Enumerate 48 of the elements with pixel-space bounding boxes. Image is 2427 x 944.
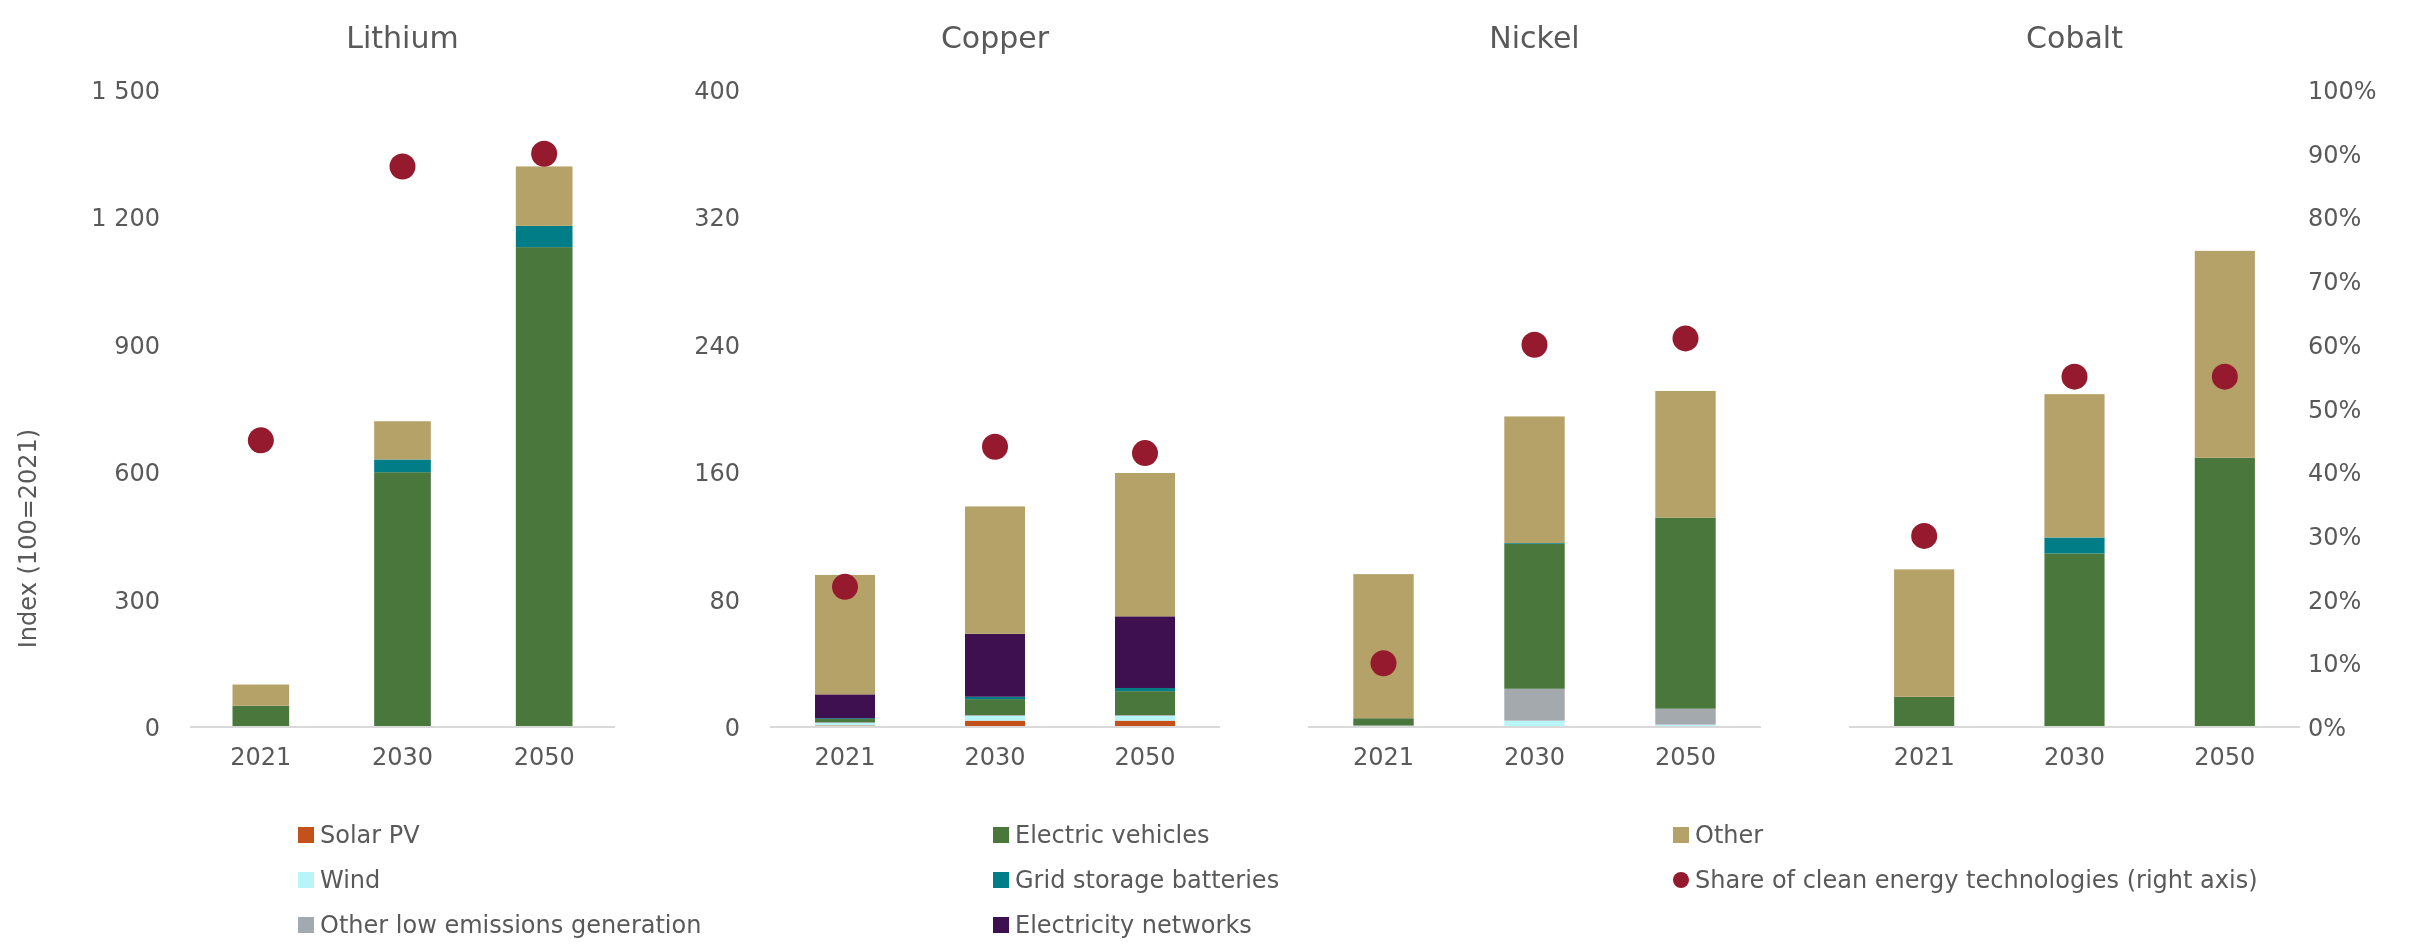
x-tick-label: 2050 — [513, 743, 575, 771]
chart-title: Nickel — [1489, 20, 1580, 55]
y-tick-label: 1 500 — [91, 77, 160, 105]
chart-title: Copper — [940, 20, 1050, 55]
y-axis-title: Index (100=2021) — [14, 428, 42, 649]
y-tick-label: 240 — [694, 331, 740, 360]
y2-tick-label: 10% — [2308, 650, 2362, 679]
y2-tick-label: 100% — [2308, 77, 2377, 105]
y-tick-label: 320 — [694, 204, 740, 233]
y2-tick-label: 0% — [2308, 714, 2347, 742]
x-tick-label: 2021 — [1352, 743, 1415, 771]
y-tick-label: 0 — [144, 714, 160, 742]
x-tick-label: 2021 — [814, 743, 876, 771]
y2-tick-label: 30% — [2308, 522, 2362, 551]
x-tick-label: 2021 — [1893, 743, 1955, 771]
legend-label: Electricity networks — [1015, 911, 1252, 939]
y-tick-label: 0 — [724, 714, 740, 742]
x-tick-label: 2030 — [964, 743, 1026, 771]
legend-label: Solar PV — [320, 821, 421, 849]
y2-tick-label: 50% — [2308, 395, 2362, 424]
x-tick-label: 2030 — [371, 743, 434, 771]
y-tick-label: 80 — [709, 586, 740, 615]
y2-tick-label: 80% — [2308, 204, 2362, 233]
y-tick-label: 900 — [114, 331, 160, 360]
y-tick-label: 160 — [694, 459, 740, 488]
y2-tick-label: 40% — [2308, 459, 2362, 488]
y-tick-label: 300 — [114, 586, 160, 615]
legend-label: Electric vehicles — [1015, 821, 1210, 849]
legend-label: Share of clean energy technologies (right axis) — [1695, 866, 2258, 894]
chart-title: Cobalt — [2026, 20, 2124, 55]
legend-label: Other — [1695, 821, 1764, 849]
chart-title: Lithium — [346, 20, 459, 55]
y2-tick-label: 90% — [2308, 140, 2362, 169]
x-tick-label: 2050 — [1114, 743, 1176, 771]
y-tick-label: 400 — [694, 77, 740, 105]
x-tick-label: 2021 — [230, 743, 292, 771]
x-tick-label: 2030 — [2043, 743, 2106, 771]
y2-tick-label: 20% — [2308, 586, 2362, 615]
legend-label: Wind — [320, 866, 381, 894]
legend-label: Other low emissions generation — [320, 911, 702, 939]
legend-label: Grid storage batteries — [1015, 866, 1280, 894]
y2-tick-label: 70% — [2308, 268, 2362, 297]
y-tick-label: 600 — [114, 459, 160, 488]
x-tick-label: 2050 — [1654, 743, 1717, 771]
x-tick-label: 2050 — [2194, 743, 2256, 771]
x-tick-label: 2030 — [1503, 743, 1566, 771]
y-tick-label: 1 200 — [91, 204, 160, 233]
y2-tick-label: 60% — [2308, 331, 2362, 360]
